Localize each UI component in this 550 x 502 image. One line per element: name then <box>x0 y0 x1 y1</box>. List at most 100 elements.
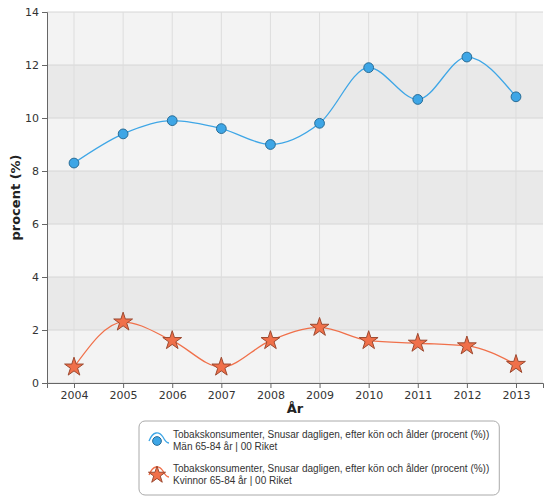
legend-label: Tobakskonsumenter, Snusar dagligen, efte… <box>173 429 489 452</box>
point <box>359 331 378 349</box>
tick: 2006 <box>159 383 187 402</box>
point <box>212 357 231 375</box>
tick-mark <box>42 118 47 119</box>
tick-label: 2 <box>32 324 39 337</box>
tick-mark <box>42 65 47 66</box>
point <box>266 140 276 150</box>
point <box>167 116 177 126</box>
chart: 0246810121420042005200620072008200920102… <box>0 0 550 502</box>
point <box>118 129 128 139</box>
grid-line <box>74 12 75 383</box>
axis-title: År <box>287 401 304 416</box>
plot: 0246810121420042005200620072008200920102… <box>25 6 544 402</box>
tick: 12 <box>25 59 47 72</box>
tick-label: 2010 <box>355 389 383 402</box>
series-line <box>74 322 516 367</box>
tick-label: 2004 <box>61 389 89 402</box>
plot-background <box>47 12 543 383</box>
tick-mark <box>418 383 419 388</box>
point <box>310 317 329 335</box>
tick: 2004 <box>61 383 89 402</box>
tick-label: 12 <box>25 59 39 72</box>
point <box>413 95 423 105</box>
legend-marker <box>153 437 162 446</box>
grid-line <box>47 171 543 172</box>
grid-band <box>47 277 543 330</box>
point <box>457 336 476 354</box>
tick-label: 4 <box>32 271 39 284</box>
tick-label: 14 <box>25 6 39 19</box>
grid-line <box>270 12 271 383</box>
tick: 2013 <box>502 383 530 402</box>
tick-label: 2005 <box>110 389 138 402</box>
tick-mark <box>74 383 75 388</box>
point <box>364 63 374 73</box>
tick: 6 <box>32 218 47 231</box>
grid-line <box>47 65 543 66</box>
x-axis: 2004 2005 2006 2007 2008 2009 2010 2011 2012 2013 <box>48 383 544 402</box>
tick-label: 2007 <box>208 389 236 402</box>
point <box>315 118 325 128</box>
grid-line <box>47 330 543 331</box>
tick-mark <box>42 171 47 172</box>
grid-line <box>515 12 516 383</box>
grid-line <box>47 118 543 119</box>
tick: 4 <box>32 271 47 284</box>
tick: 2008 <box>257 383 285 402</box>
point <box>65 357 84 375</box>
legend-entry: Tobakskonsumenter, Snusar dagligen, efte… <box>148 463 489 486</box>
tick-label: 2013 <box>502 389 530 402</box>
tick-label: 2012 <box>453 389 481 402</box>
series-line <box>74 57 516 163</box>
tick-label: 0 <box>32 377 39 390</box>
tick: 2007 <box>208 383 236 402</box>
axis-line <box>48 384 544 389</box>
grid-line <box>466 12 467 383</box>
point <box>216 124 226 134</box>
point <box>114 312 133 330</box>
tick-label: 2011 <box>404 389 432 402</box>
axis-title: procent (%) <box>8 154 23 240</box>
grid-line <box>172 12 173 383</box>
tick: 2005 <box>110 383 138 402</box>
tick-mark <box>123 383 124 388</box>
tick: 0 <box>32 377 47 390</box>
tick-mark <box>172 383 173 388</box>
tick-mark <box>369 383 370 388</box>
legend-box <box>139 421 499 495</box>
grid-band <box>47 171 543 224</box>
tick-label: 8 <box>32 165 39 178</box>
point <box>163 331 182 349</box>
tick: 2012 <box>453 383 481 402</box>
tick: 2 <box>32 324 47 337</box>
tick-label: 6 <box>32 218 39 231</box>
point <box>261 331 280 349</box>
tick: 8 <box>32 165 47 178</box>
grid-line <box>123 12 124 383</box>
axis-line <box>42 13 48 384</box>
point <box>69 158 79 168</box>
tick: 10 <box>25 112 47 125</box>
point <box>462 52 472 62</box>
legend-label: Tobakskonsumenter, Snusar dagligen, efte… <box>173 463 489 486</box>
tick-label: 2006 <box>159 389 187 402</box>
tick-mark <box>42 12 47 13</box>
legend: Tobakskonsumenter, Snusar dagligen, efte… <box>139 421 499 495</box>
tick-mark <box>516 383 517 388</box>
grid-line <box>47 277 543 278</box>
y-axis: 0 2 4 6 8 10 12 14 <box>25 6 48 390</box>
grid-line <box>47 12 543 13</box>
tick-mark <box>270 383 271 388</box>
legend-marker <box>148 466 165 482</box>
tick-mark <box>221 383 222 388</box>
grid-band <box>47 65 543 118</box>
tick-label: 10 <box>25 112 39 125</box>
grid-line <box>417 12 418 383</box>
tick-mark <box>320 383 321 388</box>
legend-entry: Tobakskonsumenter, Snusar dagligen, efte… <box>149 429 489 452</box>
tick-mark <box>42 277 47 278</box>
grid-line <box>221 12 222 383</box>
tick: 2009 <box>306 383 334 402</box>
grid-line <box>47 224 543 225</box>
tick: 2010 <box>355 383 383 402</box>
